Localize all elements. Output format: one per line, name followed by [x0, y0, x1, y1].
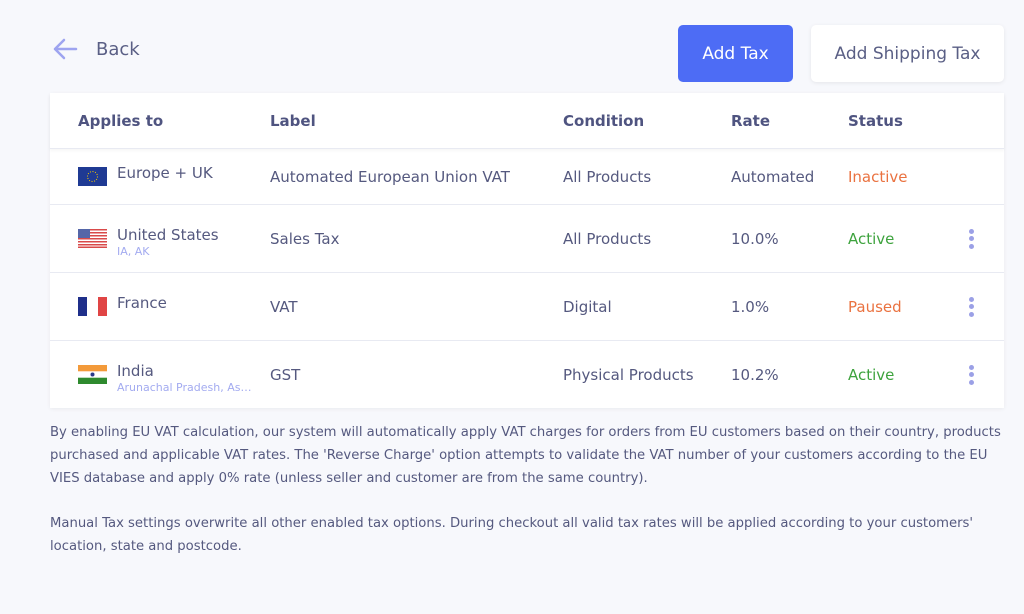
add-shipping-tax-button[interactable]: Add Shipping Tax [811, 25, 1004, 82]
arrow-left-icon [53, 38, 78, 60]
status-badge: Paused [848, 297, 902, 316]
region-list: IA, AK [117, 245, 150, 258]
rate: 10.2% [731, 365, 779, 384]
col-rate: Rate [731, 111, 771, 130]
back-label: Back [96, 38, 140, 60]
country-name: Europe + UK [117, 164, 213, 182]
status-badge: Active [848, 365, 895, 384]
status-badge: Active [848, 229, 895, 248]
col-status: Status [848, 111, 903, 130]
add-tax-button[interactable]: Add Tax [678, 25, 793, 82]
region-list: Arunachal Pradesh, Assam [117, 381, 252, 394]
more-options-icon[interactable] [963, 295, 979, 319]
rate: 1.0% [731, 297, 770, 316]
condition: All Products [563, 229, 652, 248]
tax-label: Sales Tax [270, 229, 340, 248]
rate: Automated [731, 167, 815, 186]
tax-label: Automated European Union VAT [270, 167, 510, 186]
tax-label: VAT [270, 297, 298, 316]
tax-label: GST [270, 365, 301, 384]
us-flag-icon [78, 229, 107, 248]
country-name: India [117, 362, 154, 380]
table-row[interactable]: India Arunachal Pradesh, Assam GST Physic… [50, 341, 1004, 408]
status-badge: Inactive [848, 167, 908, 186]
country-name: France [117, 294, 167, 312]
rate: 10.0% [731, 229, 779, 248]
tax-table: Applies to Label Condition Rate Status E… [50, 93, 1004, 408]
country-name: United States [117, 226, 219, 244]
manual-tax-note: Manual Tax settings overwrite all other … [50, 516, 974, 554]
col-applies-to: Applies to [78, 111, 164, 130]
more-options-icon[interactable] [963, 363, 979, 387]
table-row[interactable]: France VAT Digital 1.0% Paused [50, 273, 1004, 341]
eu-vat-note: By enabling EU VAT calculation, our syst… [50, 425, 1001, 486]
eu-flag-icon [78, 167, 107, 186]
back-link[interactable]: Back [52, 36, 140, 62]
col-condition: Condition [563, 111, 645, 130]
col-label: Label [270, 111, 316, 130]
in-flag-icon [78, 365, 107, 384]
more-options-icon[interactable] [963, 227, 979, 251]
condition: Digital [563, 297, 612, 316]
table-row[interactable]: Europe + UK Automated European Union VAT… [50, 149, 1004, 205]
condition: Physical Products [563, 365, 694, 384]
table-header: Applies to Label Condition Rate Status [50, 93, 1004, 149]
fr-flag-icon [78, 297, 107, 316]
table-row[interactable]: United States IA, AK Sales Tax All Produc… [50, 205, 1004, 273]
condition: All Products [563, 167, 652, 186]
tax-notes: By enabling EU VAT calculation, our syst… [50, 421, 1010, 580]
